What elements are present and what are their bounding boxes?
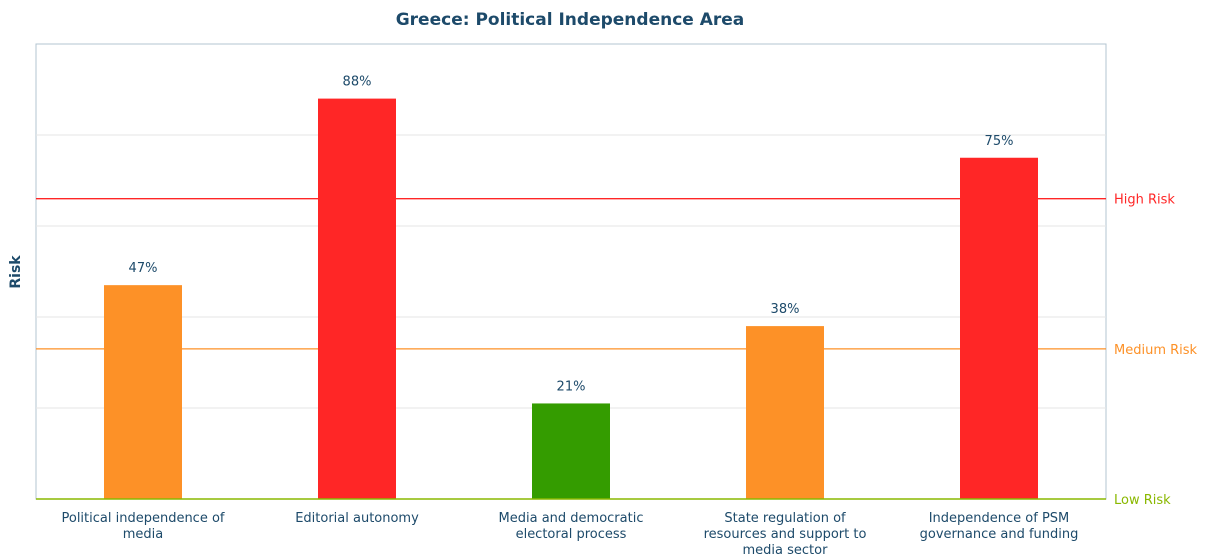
threshold-label-0: High Risk	[1114, 193, 1175, 208]
threshold-label-1: Medium Risk	[1114, 343, 1198, 358]
category-labels: Political independence of media Editorial …	[61, 511, 1078, 558]
category-label-1: Editorial autonomy	[295, 511, 419, 526]
bar-2	[532, 403, 610, 499]
threshold-lines	[36, 198, 1106, 350]
bars	[104, 98, 1038, 499]
bar-3	[746, 326, 824, 499]
category-label-0: Political independence of media	[61, 511, 224, 542]
category-label-4: Independence of PSM governance and fundin…	[920, 511, 1079, 542]
threshold-labels: High Risk Medium Risk Low Risk	[1114, 193, 1198, 508]
threshold-label-2: Low Risk	[1114, 493, 1171, 508]
category-label-3: State regulation of resources and support…	[704, 511, 867, 558]
bar-0	[104, 285, 182, 499]
data-label-0: 47%	[129, 261, 158, 276]
bar-1	[318, 98, 396, 499]
data-labels: 47% 88% 21% 38% 75%	[129, 75, 1014, 395]
data-label-1: 88%	[343, 75, 372, 90]
data-label-2: 21%	[557, 379, 586, 394]
data-label-4: 75%	[985, 134, 1014, 149]
category-label-2: Media and democratic electoral process	[499, 511, 644, 542]
chart-title: Greece: Political Independence Area	[396, 10, 745, 30]
y-axis-label: Risk	[8, 255, 24, 289]
data-label-3: 38%	[771, 302, 800, 317]
bar-4	[960, 157, 1038, 499]
gridlines	[36, 134, 1106, 409]
